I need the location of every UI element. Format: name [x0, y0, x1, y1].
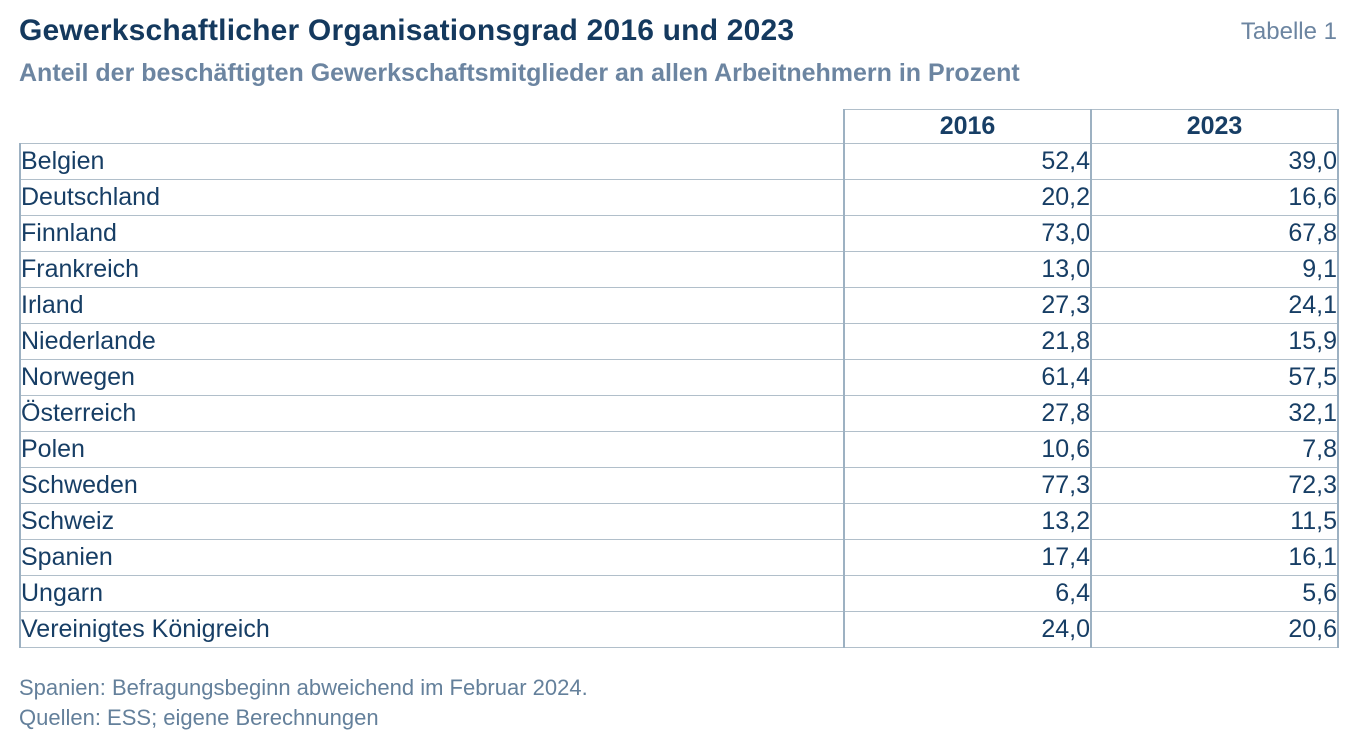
page-subtitle: Anteil der beschäftigten Gewerkschaftsmi… — [19, 59, 1020, 87]
table-row: Norwegen 61,4 57,5 — [19, 359, 1339, 396]
table-body: Belgien 52,4 39,0 Deutschland 20,2 16,6 Finnla… — [19, 143, 1339, 648]
value-2023-cell: 32,1 — [1090, 395, 1339, 432]
value-2016-cell: 21,8 — [843, 323, 1092, 360]
value-2016-cell: 52,4 — [843, 143, 1092, 180]
country-cell: Finnland — [19, 215, 845, 252]
value-2023-cell: 67,8 — [1090, 215, 1339, 252]
column-header-2023: 2023 — [1090, 109, 1339, 144]
country-cell: Schweiz — [19, 503, 845, 540]
header: Gewerkschaftlicher Organisationsgrad 201… — [19, 14, 1337, 48]
country-cell: Norwegen — [19, 359, 845, 396]
organisation-rate-table: 2016 2023 Belgien 52,4 39,0 Deutschland 20,2… — [19, 109, 1339, 648]
value-2016-cell: 73,0 — [843, 215, 1092, 252]
country-cell: Österreich — [19, 395, 845, 432]
table-row: Irland 27,3 24,1 — [19, 287, 1339, 324]
value-2016-cell: 24,0 — [843, 611, 1092, 648]
table-row: Österreich 27,8 32,1 — [19, 395, 1339, 432]
value-2023-cell: 11,5 — [1090, 503, 1339, 540]
footnotes: Spanien: Befragungsbeginn abweichend im … — [19, 673, 1337, 733]
footnote-spain: Spanien: Befragungsbeginn abweichend im … — [19, 675, 588, 700]
value-2023-cell: 5,6 — [1090, 575, 1339, 612]
table-row: Niederlande 21,8 15,9 — [19, 323, 1339, 360]
column-header-2016: 2016 — [843, 109, 1092, 144]
value-2016-cell: 27,8 — [843, 395, 1092, 432]
table-row: Schweiz 13,2 11,5 — [19, 503, 1339, 540]
country-cell: Frankreich — [19, 251, 845, 288]
country-cell: Irland — [19, 287, 845, 324]
value-2016-cell: 13,0 — [843, 251, 1092, 288]
value-2016-cell: 10,6 — [843, 431, 1092, 468]
table-row: Belgien 52,4 39,0 — [19, 143, 1339, 180]
table-header-row: 2016 2023 — [20, 109, 1339, 144]
value-2016-cell: 20,2 — [843, 179, 1092, 216]
table-row: Deutschland 20,2 16,6 — [19, 179, 1339, 216]
value-2023-cell: 57,5 — [1090, 359, 1339, 396]
table-row: Vereinigtes Königreich 24,0 20,6 — [19, 611, 1339, 648]
value-2016-cell: 13,2 — [843, 503, 1092, 540]
country-cell: Deutschland — [19, 179, 845, 216]
country-cell: Vereinigtes Königreich — [19, 611, 845, 648]
table-row: Ungarn 6,4 5,6 — [19, 575, 1339, 612]
value-2023-cell: 39,0 — [1090, 143, 1339, 180]
country-cell: Niederlande — [19, 323, 845, 360]
page-title: Gewerkschaftlicher Organisationsgrad 201… — [19, 14, 795, 47]
value-2023-cell: 16,1 — [1090, 539, 1339, 576]
table-head: 2016 2023 — [20, 109, 1339, 144]
value-2023-cell: 15,9 — [1090, 323, 1339, 360]
value-2023-cell: 7,8 — [1090, 431, 1339, 468]
country-cell: Belgien — [19, 143, 845, 180]
table-row: Spanien 17,4 16,1 — [19, 539, 1339, 576]
value-2023-cell: 9,1 — [1090, 251, 1339, 288]
value-2016-cell: 17,4 — [843, 539, 1092, 576]
corner-cell — [20, 109, 845, 144]
value-2023-cell: 20,6 — [1090, 611, 1339, 648]
value-2016-cell: 6,4 — [843, 575, 1092, 612]
value-2016-cell: 27,3 — [843, 287, 1092, 324]
value-2023-cell: 72,3 — [1090, 467, 1339, 504]
value-2023-cell: 24,1 — [1090, 287, 1339, 324]
country-cell: Ungarn — [19, 575, 845, 612]
table-row: Schweden 77,3 72,3 — [19, 467, 1339, 504]
country-cell: Schweden — [19, 467, 845, 504]
table-number-label: Tabelle 1 — [1240, 18, 1337, 45]
table-row: Polen 10,6 7,8 — [19, 431, 1339, 468]
value-2016-cell: 77,3 — [843, 467, 1092, 504]
source-line: Quellen: ESS; eigene Berechnungen — [19, 705, 379, 730]
country-cell: Polen — [19, 431, 845, 468]
value-2023-cell: 16,6 — [1090, 179, 1339, 216]
value-2016-cell: 61,4 — [843, 359, 1092, 396]
table-row: Frankreich 13,0 9,1 — [19, 251, 1339, 288]
table-row: Finnland 73,0 67,8 — [19, 215, 1339, 252]
country-cell: Spanien — [19, 539, 845, 576]
